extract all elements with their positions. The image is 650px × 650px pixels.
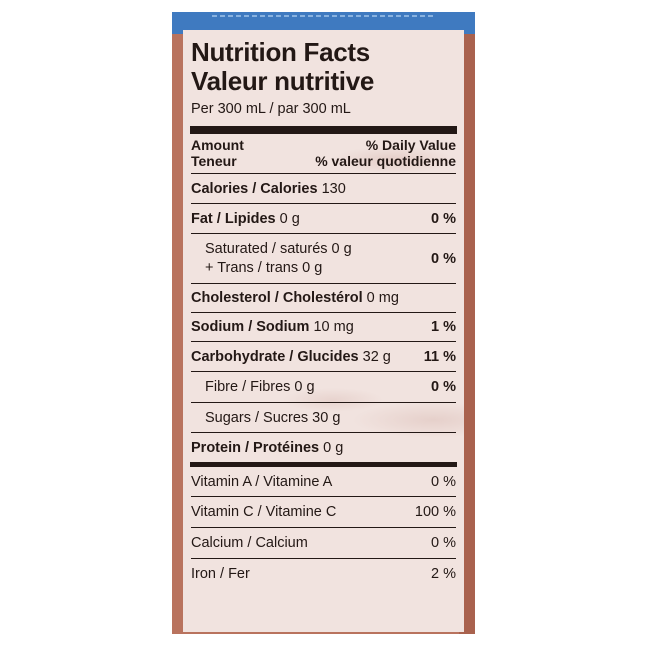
vitamin-c-label: Vitamin C / Vitamine C [191, 504, 337, 520]
carbohydrate-dv: 11 % [423, 348, 456, 365]
header-row-english: Amount % Daily Value [191, 134, 456, 153]
vitamin-a-dv: 0 % [431, 473, 456, 490]
calories-row: Calories / Calories 130 [191, 173, 456, 203]
calcium-label: Calcium / Calcium [191, 535, 308, 551]
teneur-heading: Teneur [191, 153, 237, 169]
protein-amount: 0 g [323, 439, 344, 456]
vitamin-divider [190, 462, 457, 467]
sodium-dv: 1 % [431, 319, 456, 335]
calories-amount: 130 [321, 180, 346, 197]
amount-heading: Amount [191, 137, 244, 153]
vitamin-c-row: Vitamin C / Vitamine C 100 % [191, 496, 456, 527]
calcium-dv: 0 % [431, 535, 456, 551]
fat-amount: 0 g [279, 210, 300, 227]
nutrition-facts-label: Nutrition Facts Valeur nutritive Per 300… [183, 30, 464, 632]
calcium-row: Calcium / Calcium 0 % [191, 527, 456, 558]
cholesterol-label: Cholesterol / Cholestérol [191, 290, 363, 306]
iron-dv: 2 % [431, 565, 456, 582]
protein-row: Protein / Protéines 0 g [191, 432, 456, 462]
vitamin-c-dv: 100 % [414, 504, 456, 520]
carbohydrate-row: Carbohydrate / Glucides 32 g 11 % [191, 341, 456, 371]
sugars-row: Sugars / Sucres 30 g [191, 402, 456, 432]
valeur-quotidienne-heading: % valeur quotidienne [315, 153, 456, 169]
sodium-label: Sodium / Sodium [191, 319, 310, 335]
fibre-label: Fibre / Fibres 0 g [205, 379, 315, 395]
sodium-amount: 10 mg [313, 319, 354, 335]
title-english: Nutrition Facts [191, 37, 370, 67]
serving-size: Per 300 mL / par 300 mL [191, 101, 351, 117]
protein-label: Protein / Protéines [191, 439, 320, 456]
calories-label: Calories / Calories [191, 180, 318, 197]
trans-line: + Trans / trans 0 g [205, 259, 323, 276]
cholesterol-amount: 0 mg [366, 290, 399, 306]
iron-row: Iron / Fer 2 % [191, 558, 456, 588]
vitamin-a-label: Vitamin A / Vitamine A [191, 473, 333, 490]
cholesterol-row: Cholesterol / Cholestérol 0 mg [191, 283, 456, 312]
saturated-dv: 0 % [431, 250, 456, 267]
fat-dv: 0 % [431, 210, 456, 227]
title-french: Valeur nutritive [191, 66, 375, 96]
sugars-label: Sugars / Sucres 30 g [205, 409, 341, 426]
sodium-row: Sodium / Sodium 10 mg 1 % [191, 312, 456, 341]
carbohydrate-amount: 32 g [362, 348, 391, 365]
saturated-row: Saturated / saturés 0 g + Trans / trans … [191, 233, 456, 283]
carbohydrate-label: Carbohydrate / Glucides [191, 348, 359, 365]
thick-divider [190, 126, 457, 134]
fibre-row: Fibre / Fibres 0 g 0 % [191, 371, 456, 402]
label-title: Nutrition Facts Valeur nutritive [191, 38, 456, 96]
vitamin-a-row: Vitamin A / Vitamine A 0 % [191, 467, 456, 496]
fat-label: Fat / Lipides [191, 210, 276, 227]
fibre-dv: 0 % [431, 379, 456, 395]
fat-row: Fat / Lipides 0 g 0 % [191, 203, 456, 233]
package-top-band [172, 12, 475, 34]
saturated-line: Saturated / saturés 0 g [205, 240, 352, 257]
daily-value-heading: % Daily Value [365, 137, 456, 153]
header-row-french: Teneur % valeur quotidienne [191, 153, 456, 173]
iron-label: Iron / Fer [191, 565, 250, 582]
